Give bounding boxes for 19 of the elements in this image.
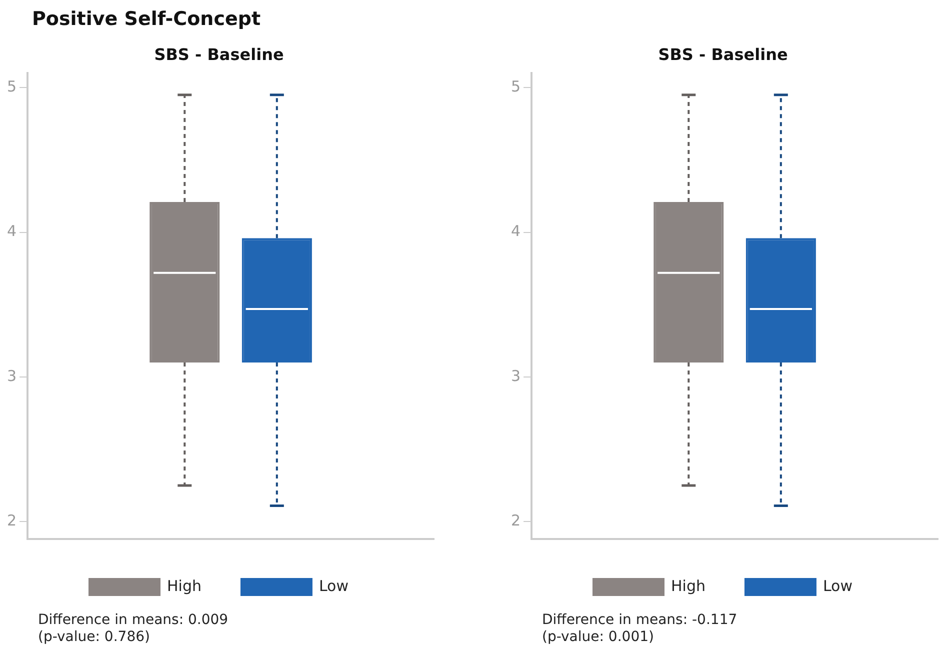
y-tick-label: 5 [6,78,17,96]
y-tick-label: 2 [6,512,17,530]
y-tick-label: 4 [6,222,17,240]
y-tick-label: 5 [510,78,521,96]
chart-subtitle: SBS - Baseline [154,44,284,64]
y-tick-label: 3 [6,366,17,385]
y-tick-label: 2 [510,512,521,530]
text: Difference in means: -0.117 [542,612,738,628]
legend-label: High [670,576,706,595]
text: (p-value: 0.786) [38,629,150,645]
chart-title: Positive Self-Concept [32,8,261,30]
legend-label: High [166,576,202,595]
legend-label: Low [822,576,853,595]
legend-label: Low [318,576,349,595]
text: (p-value: 0.001) [542,629,654,645]
y-tick-label: 3 [510,366,521,385]
y-tick-label: 4 [510,222,521,240]
chart-title: SBS - Baseline [658,44,788,64]
text: Difference in means: 0.009 [38,612,228,628]
